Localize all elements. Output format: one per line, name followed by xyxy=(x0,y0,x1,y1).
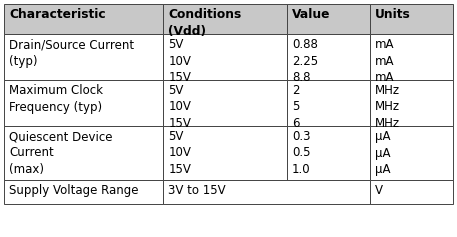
Text: 5V
10V
15V: 5V 10V 15V xyxy=(168,84,191,130)
Text: MHz
MHz
MHz: MHz MHz MHz xyxy=(375,84,400,130)
Bar xyxy=(287,34,370,80)
Bar xyxy=(370,126,453,180)
Text: Supply Voltage Range: Supply Voltage Range xyxy=(9,184,138,197)
Text: Value: Value xyxy=(292,8,330,21)
Bar xyxy=(287,4,370,34)
Text: 0.88
2.25
8.8: 0.88 2.25 8.8 xyxy=(292,38,318,84)
Bar xyxy=(164,180,370,204)
Bar xyxy=(370,34,453,80)
Bar xyxy=(4,180,164,204)
Text: Characteristic: Characteristic xyxy=(9,8,106,21)
Text: 2
5
6: 2 5 6 xyxy=(292,84,299,130)
Bar xyxy=(370,80,453,126)
Bar xyxy=(370,180,453,204)
Text: 3V to 15V: 3V to 15V xyxy=(168,184,226,197)
Bar xyxy=(4,126,164,180)
Bar xyxy=(164,34,287,80)
Text: μA
μA
μA: μA μA μA xyxy=(375,130,390,176)
Text: Quiescent Device
Current
(max): Quiescent Device Current (max) xyxy=(9,130,112,176)
Bar xyxy=(164,80,287,126)
Bar xyxy=(287,80,370,126)
Text: Units: Units xyxy=(375,8,411,21)
Text: V: V xyxy=(375,184,383,197)
Text: 0.3
0.5
1.0: 0.3 0.5 1.0 xyxy=(292,130,310,176)
Bar xyxy=(164,126,287,180)
Bar xyxy=(287,126,370,180)
Bar xyxy=(4,4,164,34)
Bar xyxy=(370,4,453,34)
Text: Conditions
(Vdd): Conditions (Vdd) xyxy=(168,8,242,37)
Bar xyxy=(4,80,164,126)
Text: mA
mA
mA: mA mA mA xyxy=(375,38,394,84)
Bar xyxy=(4,34,164,80)
Text: Drain/Source Current
(typ): Drain/Source Current (typ) xyxy=(9,38,134,68)
Text: 5V
10V
15V: 5V 10V 15V xyxy=(168,130,191,176)
Bar xyxy=(164,4,287,34)
Text: 5V
10V
15V: 5V 10V 15V xyxy=(168,38,191,84)
Text: Maximum Clock
Frequency (typ): Maximum Clock Frequency (typ) xyxy=(9,84,103,114)
